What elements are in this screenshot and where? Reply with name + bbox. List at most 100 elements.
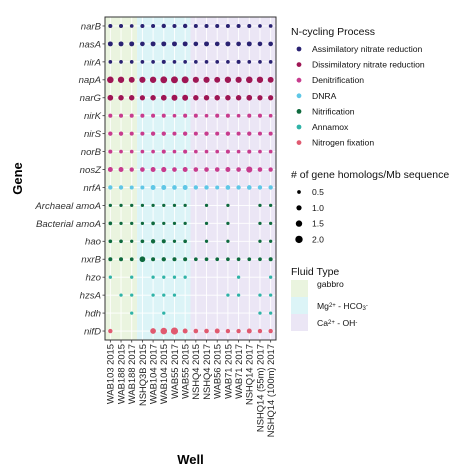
fluid-label-1: Mg2+ - HCO3-: [317, 301, 368, 312]
point-narg-wab188-2017: [128, 95, 135, 101]
point-nira-wab71-2015: [226, 60, 230, 64]
size-key-0-5: [297, 190, 301, 194]
point-bacterial-amoa-wab55-2017: [172, 221, 177, 226]
point-hzsa-wab104-2017: [151, 293, 155, 297]
point-nxrb-nshq3b-2015: [139, 256, 146, 263]
size-legend: # of gene homologs/Mb sequence 0.5 1.0 1.5 2…: [291, 169, 449, 244]
point-nirs-wab104-2017: [150, 131, 156, 136]
point-nira-wab56-2015: [215, 60, 220, 64]
point-nifd-wab56-2015: [214, 328, 220, 334]
x-tick-wab104-2015: WAB104 2015: [158, 344, 169, 404]
size-key-1-0: [296, 205, 302, 211]
point-bacterial-amoa-wab188-2017: [130, 221, 134, 226]
point-narg-wab104-2017: [150, 95, 156, 101]
point-hao-nshq3b-2015: [140, 239, 145, 244]
point-nirk-wab103-2015: [108, 113, 113, 118]
point-nira-nshq4-2015: [194, 60, 198, 64]
y-tick-nosz: nosZ: [80, 165, 102, 176]
x-axis-title: Well: [177, 452, 204, 467]
point-hzo-wab103-2015: [108, 275, 112, 279]
x-tick-wab188-2015: WAB188 2015: [115, 344, 126, 404]
point-norb-wab188-2015: [119, 149, 123, 154]
x-tick-wab71-2017: WAB71 2017: [233, 344, 244, 399]
point-narb-wab188-2017: [129, 24, 134, 28]
point-hzo-wab55-2017: [172, 275, 177, 279]
point-archaeal-amoa-wab55-2017: [172, 203, 177, 208]
point-nxrb-wab55-2017: [172, 257, 177, 262]
point-bacterial-amoa-wab188-2015: [119, 221, 123, 226]
point-nirs-nshq14-55m-2017: [257, 131, 262, 136]
point-nrfa-wab55-2017: [172, 185, 177, 190]
point-nirs-wab188-2015: [118, 131, 124, 136]
point-nira-wab104-2015: [161, 59, 166, 64]
point-napa-nshq14-2017: [245, 76, 253, 84]
point-hao-nshq14-100m-2017: [269, 239, 273, 243]
point-nasa-wab55-2017: [172, 41, 177, 47]
point-nirs-nshq14-100m-2017: [268, 131, 273, 136]
point-nira-nshq3b-2015: [140, 60, 145, 64]
x-tick-wab103-2015: WAB103 2015: [105, 344, 116, 404]
point-nifd-nshq4-2015: [193, 328, 199, 334]
point-narg-nshq4-2017: [203, 95, 210, 101]
point-narg-wab103-2015: [107, 94, 114, 101]
fluid-key-0: [291, 280, 308, 297]
legend-key-annamox: [296, 124, 302, 130]
point-bacterial-amoa-nshq14-55m-2017: [258, 221, 262, 226]
point-narb-wab56-2015: [215, 23, 220, 28]
y-tick-nasa: nasA: [79, 39, 101, 50]
point-hzo-wab104-2015: [162, 275, 166, 279]
point-nirk-wab188-2015: [119, 113, 124, 118]
point-nosz-nshq14-55m-2017: [257, 167, 263, 172]
point-nrfa-wab55-2015: [182, 185, 188, 190]
y-tick-nxrb: nxrB: [81, 255, 101, 266]
point-narg-nshq14-55m-2017: [257, 95, 263, 101]
point-hzo-wab55-2015: [183, 275, 187, 279]
point-archaeal-amoa-wab188-2015: [119, 203, 123, 208]
point-napa-wab104-2015: [160, 76, 168, 84]
point-nifd-wab55-2017: [170, 327, 179, 335]
point-nrfa-wab188-2017: [129, 185, 134, 190]
point-norb-nshq14-55m-2017: [258, 149, 262, 154]
point-nasa-wab104-2015: [161, 41, 167, 47]
point-nifd-wab103-2015: [108, 328, 113, 334]
point-hao-wab188-2017: [130, 239, 134, 243]
point-napa-wab188-2017: [128, 76, 135, 83]
point-narb-wab103-2015: [108, 23, 113, 28]
fluid-key-1: [291, 297, 308, 314]
size-label-1-5: 1.5: [312, 219, 324, 229]
point-nxrb-nshq14-55m-2017: [258, 257, 262, 262]
point-narb-nshq14-2017: [247, 23, 252, 28]
point-nira-nshq14-2017: [247, 60, 252, 64]
point-napa-wab71-2017: [235, 76, 242, 83]
y-tick-nrfa: nrfA: [83, 183, 101, 194]
point-hdh-wab188-2017: [130, 311, 134, 315]
point-nirk-nshq4-2017: [204, 113, 209, 118]
point-nosz-nshq4-2017: [204, 167, 209, 172]
point-nosz-nshq14-100m-2017: [268, 167, 273, 172]
point-nirs-nshq3b-2015: [140, 131, 145, 136]
point-nira-wab55-2017: [172, 60, 177, 64]
size-key-2-0: [295, 235, 303, 244]
point-nasa-wab71-2015: [225, 41, 231, 47]
point-narg-nshq14-2017: [246, 94, 253, 101]
legend-label-dnra: DNRA: [312, 91, 337, 101]
point-narg-nshq14-100m-2017: [268, 95, 274, 101]
point-hdh-nshq14-55m-2017: [258, 311, 262, 315]
point-nirk-wab104-2015: [161, 113, 166, 118]
legend-key-assimilatory-nitrate-reduction: [296, 46, 302, 52]
point-narb-nshq14-55m-2017: [258, 24, 262, 28]
point-bacterial-amoa-nshq3b-2015: [140, 221, 145, 226]
point-nirs-wab71-2017: [236, 131, 241, 136]
legend-label-annamox: Annamox: [312, 122, 349, 132]
point-hzsa-nshq14-55m-2017: [258, 293, 262, 297]
point-nrfa-wab188-2015: [118, 185, 124, 190]
point-nira-wab55-2015: [183, 60, 187, 64]
point-nrfa-wab103-2015: [108, 185, 113, 190]
point-nrfa-wab71-2015: [225, 185, 231, 190]
point-hao-wab103-2015: [108, 239, 113, 244]
point-nifd-nshq14-100m-2017: [268, 328, 273, 334]
x-tick-wab56-2015: WAB56 2015: [212, 344, 223, 399]
legend-label-nitrification: Nitrification: [312, 106, 355, 116]
point-nasa-wab55-2015: [182, 41, 188, 47]
point-archaeal-amoa-wab104-2015: [162, 203, 166, 208]
